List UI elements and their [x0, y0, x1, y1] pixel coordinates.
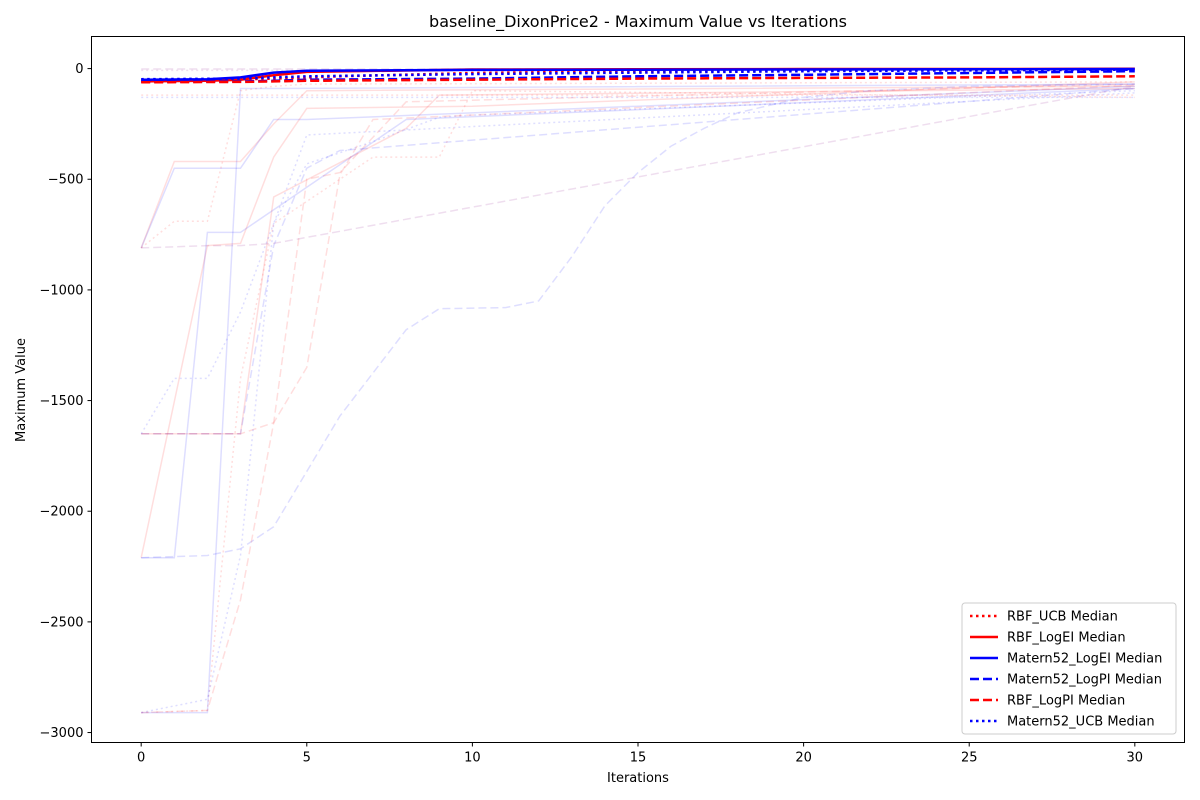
run-line-15 [141, 85, 1135, 249]
run-line-9 [141, 87, 1135, 559]
y-tick-label: −3000 [40, 726, 84, 741]
y-tick-label: −500 [48, 173, 84, 188]
run-line-1 [140, 85, 1135, 249]
run-line-2 [141, 87, 1135, 435]
legend-label: Matern52_LogEI Median [1007, 652, 1162, 667]
legend-label: Matern52_UCB Median [1007, 715, 1155, 730]
x-tick-label: 5 [303, 751, 311, 766]
run-line-5 [141, 84, 1135, 435]
median-line-3 [141, 67, 1135, 81]
median-series [141, 67, 1135, 84]
legend-label: RBF_LogPI Median [1007, 694, 1125, 709]
run-line-14 [141, 92, 1135, 714]
median-line-5 [141, 75, 1135, 84]
individual-runs [140, 68, 1135, 714]
x-tick-label: 30 [1127, 751, 1144, 766]
x-tick-label: 15 [630, 751, 647, 766]
median-line-6 [141, 68, 1135, 81]
x-axis-title: Iterations [607, 771, 669, 786]
run-line-12 [141, 87, 1135, 435]
y-tick-label: −2000 [40, 505, 84, 520]
run-line-11 [141, 83, 1135, 559]
y-axis-title: Maximum Value [14, 338, 29, 442]
legend-label: RBF_LogEI Median [1007, 631, 1126, 646]
legend-label: RBF_UCB Median [1007, 610, 1118, 625]
x-tick-label: 20 [795, 751, 812, 766]
legend-label: Matern52_LogPI Median [1007, 673, 1162, 688]
x-axis: 0 5 10 15 20 25 30 [137, 742, 1144, 766]
x-tick-label: 0 [137, 751, 145, 766]
x-tick-label: 10 [464, 751, 481, 766]
y-tick-label: −1000 [40, 283, 84, 298]
y-tick-label: −2500 [40, 615, 84, 630]
run-line-10 [141, 83, 1135, 714]
legend: RBF_UCB Median RBF_LogEI Median Matern52_L… [961, 602, 1177, 735]
x-tick-label: 25 [961, 751, 978, 766]
y-axis: 0 −500 −1000 −1500 −2000 −2500 −3000 [40, 62, 92, 741]
y-tick-label: −1500 [40, 394, 84, 409]
run-line-8 [140, 85, 1135, 249]
legend-box [961, 602, 1177, 735]
run-line-4 [141, 83, 1135, 714]
run-line-6 [140, 81, 1135, 249]
chart-title: baseline_DixonPrice2 - Maximum Value vs … [429, 12, 847, 32]
run-line-7 [141, 89, 1135, 714]
y-tick-label: 0 [75, 62, 83, 77]
run-line-13 [140, 89, 1135, 435]
run-line-3 [140, 81, 1135, 558]
